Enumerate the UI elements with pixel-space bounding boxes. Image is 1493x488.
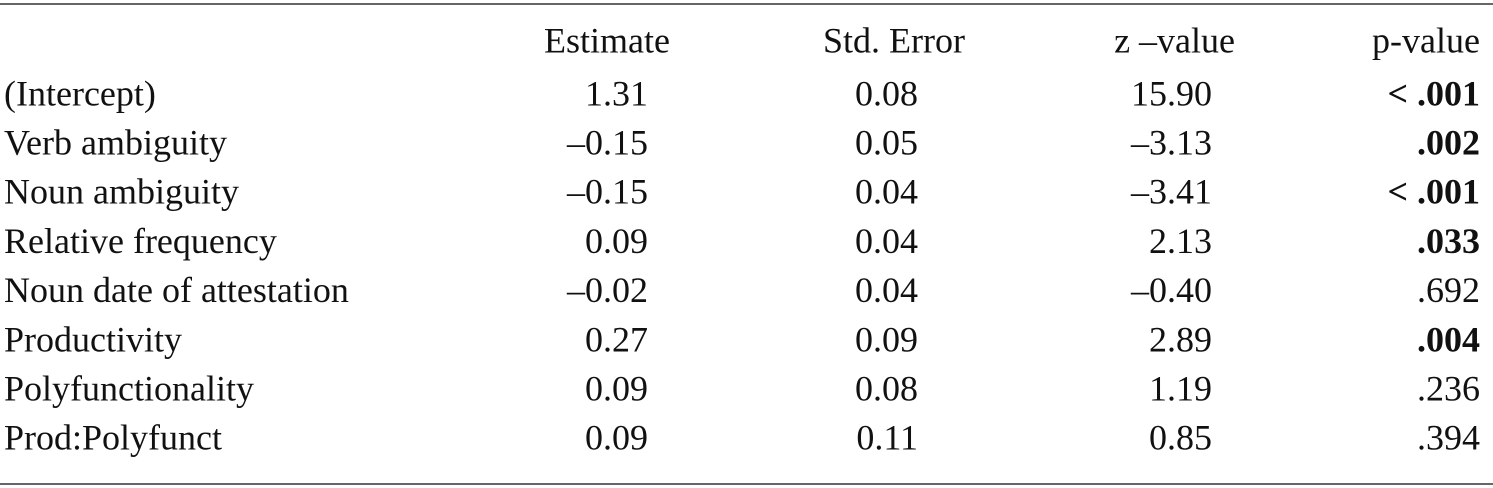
- cell-z: 2.89: [1149, 319, 1212, 359]
- cell-estimate: –0.15: [566, 172, 648, 212]
- cell-z: 0.85: [1149, 418, 1212, 458]
- cell-estimate: 0.09: [585, 221, 648, 261]
- cell-p: < .001: [1387, 73, 1480, 113]
- cell-p: < .001: [1387, 172, 1480, 212]
- cell-se: 0.04: [855, 172, 918, 212]
- column-header: Estimate: [544, 20, 670, 60]
- cell-z: –3.41: [1130, 172, 1212, 212]
- cell-estimate: 0.09: [585, 418, 648, 458]
- cell-p: .004: [1417, 319, 1480, 359]
- column-header: z –value: [1114, 20, 1235, 60]
- cell-p: .002: [1417, 122, 1480, 162]
- cell-z: 2.13: [1149, 221, 1212, 261]
- cell-se: 0.04: [855, 270, 918, 310]
- cell-se: 0.09: [855, 319, 918, 359]
- cell-p: .394: [1417, 418, 1480, 458]
- row-label: Noun ambiguity: [4, 172, 239, 212]
- cell-estimate: –0.02: [566, 270, 648, 310]
- cell-estimate: 1.31: [585, 73, 648, 113]
- cell-p: .236: [1417, 368, 1480, 408]
- cell-se: 0.08: [855, 73, 918, 113]
- row-label: Prod:Polyfunct: [4, 418, 222, 458]
- cell-se: 0.04: [855, 221, 918, 261]
- cell-z: –3.13: [1130, 122, 1212, 162]
- column-header: p-value: [1372, 20, 1480, 60]
- cell-z: –0.40: [1130, 270, 1212, 310]
- cell-estimate: 0.27: [585, 319, 648, 359]
- row-label: Productivity: [4, 319, 182, 359]
- column-header: Std. Error: [823, 20, 965, 60]
- cell-p: .692: [1417, 270, 1480, 310]
- row-label: Verb ambiguity: [4, 122, 227, 162]
- cell-se: 0.11: [856, 418, 918, 458]
- cell-p: .033: [1417, 221, 1480, 261]
- cell-se: 0.05: [855, 122, 918, 162]
- cell-z: 1.19: [1149, 368, 1212, 408]
- row-label: Relative frequency: [4, 221, 277, 261]
- row-label: Noun date of attestation: [4, 270, 349, 310]
- cell-estimate: 0.09: [585, 368, 648, 408]
- row-label: Polyfunctionality: [4, 368, 254, 408]
- cell-estimate: –0.15: [566, 122, 648, 162]
- row-label: (Intercept): [4, 73, 156, 113]
- cell-z: 15.90: [1131, 73, 1212, 113]
- cell-se: 0.08: [855, 368, 918, 408]
